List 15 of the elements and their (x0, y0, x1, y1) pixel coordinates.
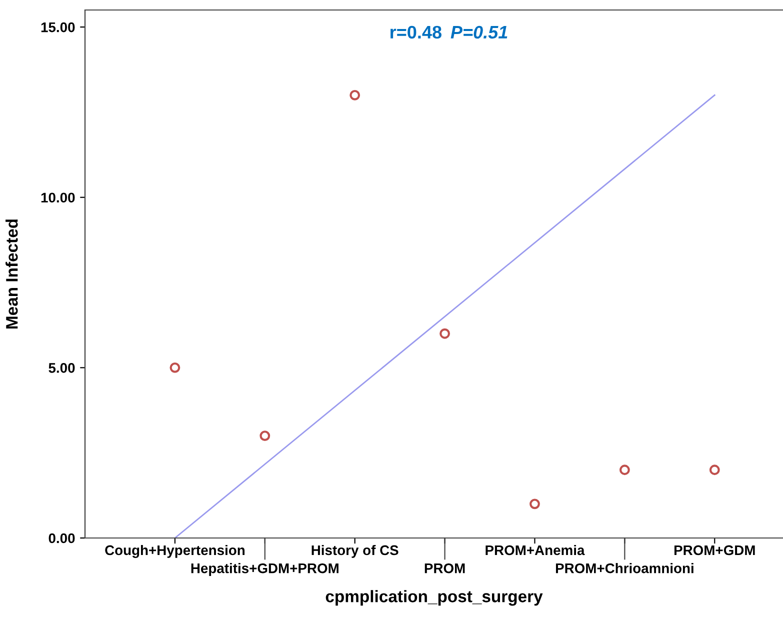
x-tick-label: PROM+GDM (674, 545, 755, 556)
y-axis-title: Mean Infected (6, 220, 18, 328)
y-tick-label: 0.00 (48, 533, 75, 544)
y-tick-label: 5.00 (48, 363, 75, 373)
y-tick-label: 10.00 (41, 192, 75, 203)
x-tick-label: PROM (424, 563, 465, 574)
x-axis-title: cpmplication_post_surgery (326, 590, 543, 606)
x-tick-label: Cough+Hypertension (105, 544, 245, 558)
x-tick-label: PROM+Anemia (486, 544, 585, 556)
y-tick-label: 15.00 (41, 22, 75, 32)
x-tick-label: PROM+Chrioamnioni (556, 563, 694, 574)
x-tick-label: Hepatitis+GDM+PROM (191, 563, 338, 576)
x-tick-label: History of CS (312, 544, 398, 558)
annotation: P=0.51 (450, 26, 508, 39)
annotation: r=0.48 (390, 26, 442, 39)
